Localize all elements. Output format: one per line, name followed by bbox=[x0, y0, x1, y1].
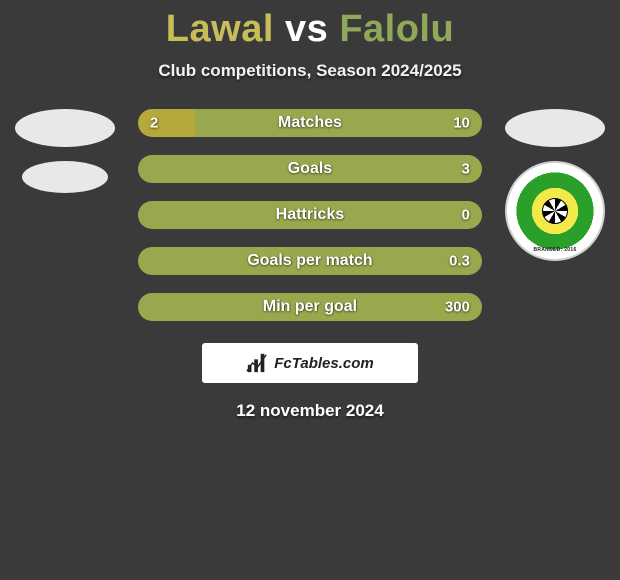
player1-avatar-placeholder bbox=[15, 109, 115, 147]
club-badge-caption: BRANDED: 2016 bbox=[533, 247, 576, 253]
bar-value-right: 300 bbox=[445, 299, 470, 316]
bar-value-right: 3 bbox=[462, 161, 470, 178]
bar-segment-left bbox=[138, 109, 195, 137]
date-text: 12 november 2024 bbox=[0, 401, 620, 421]
bar-value-right: 0.3 bbox=[449, 253, 470, 270]
bar-value-right: 0 bbox=[462, 207, 470, 224]
bar-value-right: 10 bbox=[453, 115, 470, 132]
stat-bar: 3 Goals bbox=[138, 155, 482, 183]
club-badge-graphic bbox=[516, 172, 594, 250]
bar-value-left: 2 bbox=[150, 115, 158, 132]
stat-bars: 2 10 Matches 3 Goals 0 Hattricks 0.3 Goals per m… bbox=[138, 109, 482, 321]
bar-label: Goals per match bbox=[247, 252, 372, 270]
comparison-title: Lawal vs Falolu bbox=[0, 0, 620, 51]
player1-club-placeholder bbox=[22, 161, 108, 193]
stat-bar: 0 Hattricks bbox=[138, 201, 482, 229]
player1-name: Lawal bbox=[166, 8, 274, 50]
bar-chart-icon bbox=[246, 352, 268, 374]
stat-bar: 0.3 Goals per match bbox=[138, 247, 482, 275]
brand-box[interactable]: FcTables.com bbox=[202, 343, 418, 383]
bar-label: Hattricks bbox=[276, 206, 344, 224]
stat-bar: 2 10 Matches bbox=[138, 109, 482, 137]
left-badge-column bbox=[10, 109, 120, 193]
player2-avatar-placeholder bbox=[505, 109, 605, 147]
vs-separator: vs bbox=[285, 8, 328, 50]
brand-text: FcTables.com bbox=[274, 355, 373, 372]
subtitle: Club competitions, Season 2024/2025 bbox=[0, 61, 620, 81]
bar-label: Matches bbox=[278, 114, 342, 132]
football-icon bbox=[542, 198, 568, 224]
stat-bar: 300 Min per goal bbox=[138, 293, 482, 321]
right-badge-column: BRANDED: 2016 bbox=[500, 109, 610, 261]
player2-club-badge: BRANDED: 2016 bbox=[505, 161, 605, 261]
player2-name: Falolu bbox=[339, 8, 454, 50]
bar-label: Goals bbox=[288, 160, 332, 178]
bar-label: Min per goal bbox=[263, 298, 357, 316]
content-area: BRANDED: 2016 2 10 Matches 3 Goals 0 Hattricks… bbox=[0, 109, 620, 421]
